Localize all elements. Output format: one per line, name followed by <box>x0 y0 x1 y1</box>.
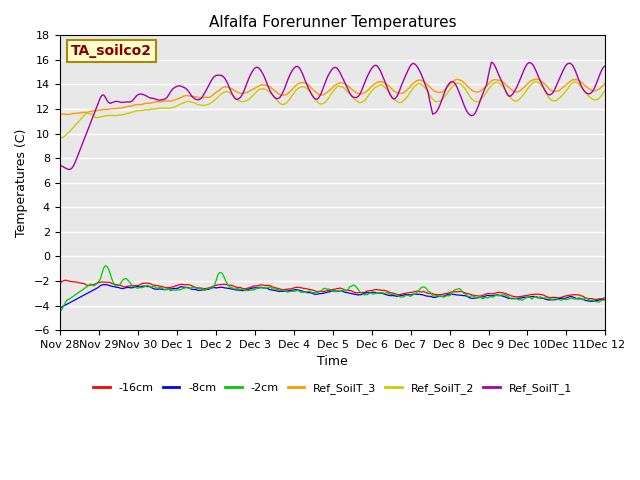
Ref_SoilT_2 <box>532 79 540 84</box>
Line: Ref_SoilT_1: Ref_SoilT_1 <box>60 62 605 169</box>
Ref_SoilT_1 <box>364 73 371 79</box>
Ref_SoilT_2 <box>177 101 184 107</box>
-16cm <box>590 297 598 302</box>
-16cm <box>602 295 609 300</box>
-16cm <box>364 288 371 294</box>
Ref_SoilT_1 <box>66 167 74 172</box>
-8cm <box>56 305 63 311</box>
Ref_SoilT_2 <box>502 88 510 94</box>
Ref_SoilT_3 <box>502 82 510 88</box>
Ref_SoilT_3 <box>56 112 63 118</box>
-8cm <box>178 284 186 289</box>
Ref_SoilT_3 <box>532 76 540 82</box>
-2cm <box>220 275 228 281</box>
Ref_SoilT_2 <box>63 132 70 137</box>
-16cm <box>504 292 511 298</box>
-16cm <box>64 278 72 284</box>
Ref_SoilT_2 <box>362 96 370 102</box>
Ref_SoilT_1 <box>63 166 70 171</box>
-2cm <box>102 263 109 269</box>
Line: -16cm: -16cm <box>60 280 605 300</box>
Line: Ref_SoilT_3: Ref_SoilT_3 <box>60 79 605 115</box>
-2cm <box>63 298 70 304</box>
-2cm <box>364 292 371 298</box>
-2cm <box>602 297 609 303</box>
-16cm <box>61 277 68 283</box>
Ref_SoilT_3 <box>509 88 516 94</box>
Line: -2cm: -2cm <box>60 266 605 312</box>
-8cm <box>220 285 228 291</box>
X-axis label: Time: Time <box>317 355 348 369</box>
Ref_SoilT_3 <box>219 85 227 91</box>
-16cm <box>220 281 228 287</box>
Ref_SoilT_1 <box>178 84 186 89</box>
Ref_SoilT_1 <box>602 63 609 69</box>
Ref_SoilT_2 <box>602 88 609 94</box>
Ref_SoilT_3 <box>602 80 609 85</box>
Ref_SoilT_2 <box>509 97 516 103</box>
Ref_SoilT_3 <box>362 89 370 95</box>
-8cm <box>100 282 108 288</box>
-2cm <box>178 286 186 292</box>
Line: -8cm: -8cm <box>60 285 605 308</box>
Title: Alfalfa Forerunner Temperatures: Alfalfa Forerunner Temperatures <box>209 15 456 30</box>
-2cm <box>56 309 63 314</box>
Ref_SoilT_1 <box>506 94 513 99</box>
-8cm <box>63 302 70 308</box>
Y-axis label: Temperatures (C): Temperatures (C) <box>15 129 28 237</box>
Ref_SoilT_1 <box>220 75 228 81</box>
Ref_SoilT_1 <box>56 163 63 168</box>
-8cm <box>602 297 609 302</box>
Line: Ref_SoilT_2: Ref_SoilT_2 <box>60 82 605 138</box>
Ref_SoilT_3 <box>177 95 184 101</box>
Ref_SoilT_1 <box>488 59 495 65</box>
Text: TA_soilco2: TA_soilco2 <box>70 44 152 58</box>
Ref_SoilT_2 <box>219 90 227 96</box>
-16cm <box>178 281 186 287</box>
-16cm <box>56 283 63 289</box>
-2cm <box>510 296 518 301</box>
-2cm <box>504 293 511 299</box>
Ref_SoilT_3 <box>63 111 70 117</box>
-16cm <box>510 294 518 300</box>
Ref_SoilT_1 <box>512 86 520 92</box>
Legend: -16cm, -8cm, -2cm, Ref_SoilT_3, Ref_SoilT_2, Ref_SoilT_1: -16cm, -8cm, -2cm, Ref_SoilT_3, Ref_Soil… <box>89 379 577 398</box>
-8cm <box>504 295 511 301</box>
-8cm <box>364 290 371 296</box>
Ref_SoilT_2 <box>56 135 63 141</box>
-8cm <box>510 296 518 301</box>
